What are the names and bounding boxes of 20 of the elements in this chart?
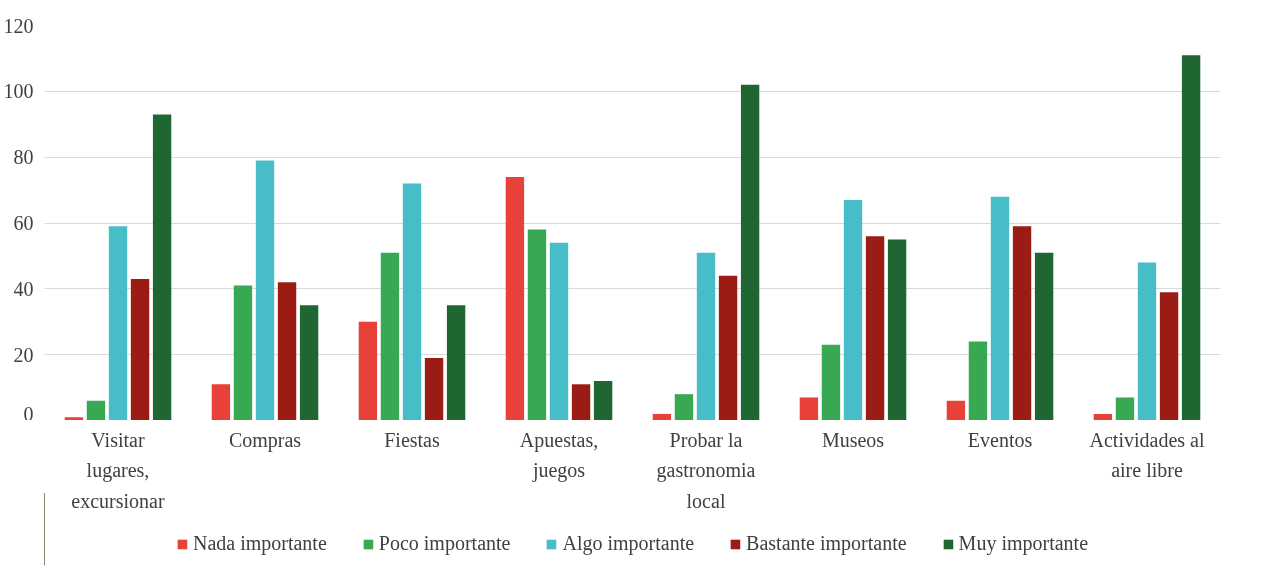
y-tick-label: 20 — [13, 343, 34, 366]
x-tick-label: Eventos — [967, 428, 1033, 451]
y-tick-label: 0 — [23, 402, 34, 425]
legend-label: Nada importante — [192, 532, 327, 555]
y-tick-label: 80 — [13, 146, 34, 169]
legend-label: Bastante importante — [746, 532, 907, 555]
x-tick-label: Apuestas, juegos — [519, 428, 599, 483]
x-tick-label: Visitar lugares, excursionar — [71, 428, 165, 513]
legend-label: Poco importante — [378, 532, 511, 555]
y-tick-label: 100 — [3, 80, 34, 103]
y-tick-label: 60 — [13, 212, 34, 234]
x-tick-label: Museos — [821, 428, 885, 451]
legend-label: Algo importante — [562, 532, 695, 555]
x-tick-label: Probar la gastronomia local — [656, 428, 756, 513]
legend-label: Muy importante — [958, 532, 1089, 555]
x-tick-label: Fiestas — [384, 428, 440, 451]
x-tick-label: Compras — [228, 428, 302, 452]
y-tick-label: 40 — [13, 277, 34, 300]
y-tick-label: 120 — [3, 14, 34, 37]
x-tick-label: Actividades al aire libre — [1089, 428, 1205, 482]
